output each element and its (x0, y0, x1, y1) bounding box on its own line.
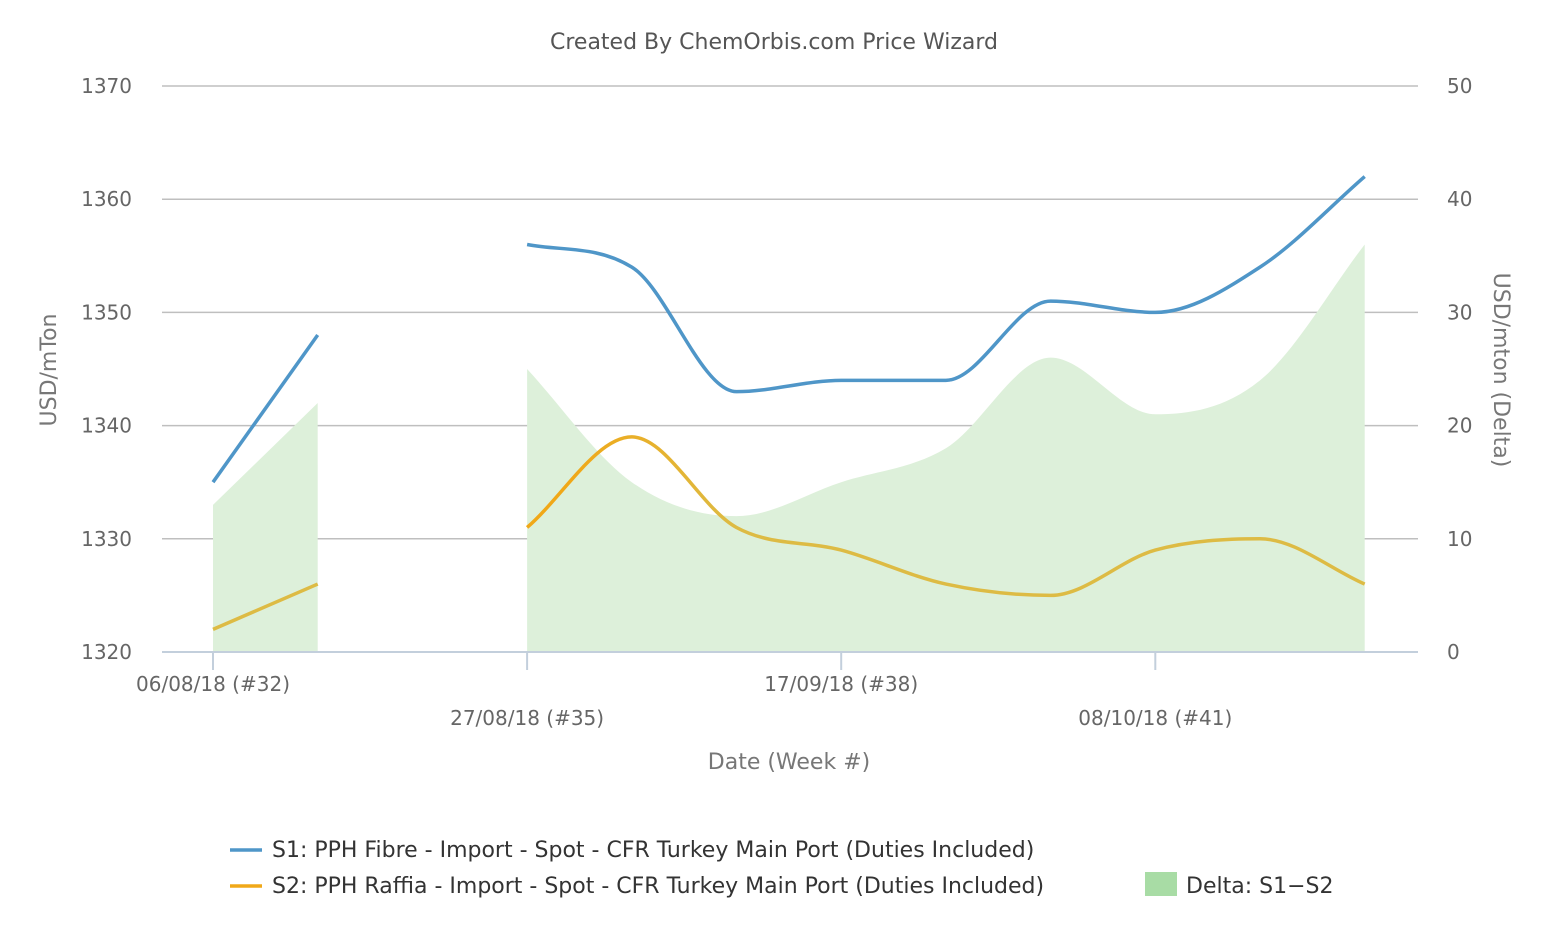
y-tick-label: 1360 (81, 187, 132, 211)
x-tick-label: 06/08/18 (#32) (136, 672, 290, 696)
delta-area-segment (527, 244, 1365, 653)
y2-tick-label: 30 (1447, 300, 1472, 324)
y2-tick-label: 20 (1447, 414, 1472, 438)
series-line-s2 (525, 435, 1366, 598)
y-tick-label: 1320 (81, 640, 132, 664)
legend-swatch-delta (1145, 872, 1177, 896)
x-tick-label: 08/10/18 (#41) (1078, 706, 1232, 730)
series-line-s1 (526, 175, 1366, 394)
y-axis-title: USD/mTon (37, 314, 62, 427)
series-line-s1 (211, 334, 320, 484)
y2-tick-label: 10 (1447, 527, 1472, 551)
axes: 1320 1330 1340 1350 1360 1370 0 10 20 30 40 50 06/08… (81, 74, 1472, 730)
legend-label-s2: S2: PPH Raffia - Import - Spot - CFR Tur… (272, 874, 1044, 899)
legend-item-s1[interactable]: S1: PPH Fibre - Import - Spot - CFR Turk… (230, 838, 1034, 863)
series-lines (211, 175, 1366, 631)
y2-axis-title: USD/mton (Delta) (1488, 273, 1513, 468)
x-axis-title: Date (Week #) (708, 750, 870, 775)
series-line-s2 (212, 582, 319, 631)
y-tick-label: 1370 (81, 74, 132, 98)
legend: S1: PPH Fibre - Import - Spot - CFR Turk… (230, 838, 1333, 899)
legend-item-s2[interactable]: S2: PPH Raffia - Import - Spot - CFR Tur… (230, 874, 1044, 899)
legend-label-delta: Delta: S1−S2 (1186, 874, 1333, 899)
legend-label-s1: S1: PPH Fibre - Import - Spot - CFR Turk… (272, 838, 1034, 863)
x-tick-label: 17/09/18 (#38) (764, 672, 918, 696)
y2-tick-label: 50 (1447, 74, 1472, 98)
delta-area-segment (213, 402, 318, 652)
chart-title: Created By ChemOrbis.com Price Wizard (550, 30, 998, 55)
legend-item-delta[interactable]: Delta: S1−S2 (1145, 872, 1333, 899)
y2-tick-label: 0 (1447, 640, 1460, 664)
x-tick-label: 27/08/18 (#35) (450, 706, 604, 730)
y-tick-label: 1350 (81, 300, 132, 324)
y2-tick-label: 40 (1447, 187, 1472, 211)
y-tick-label: 1330 (81, 527, 132, 551)
y-tick-label: 1340 (81, 414, 132, 438)
